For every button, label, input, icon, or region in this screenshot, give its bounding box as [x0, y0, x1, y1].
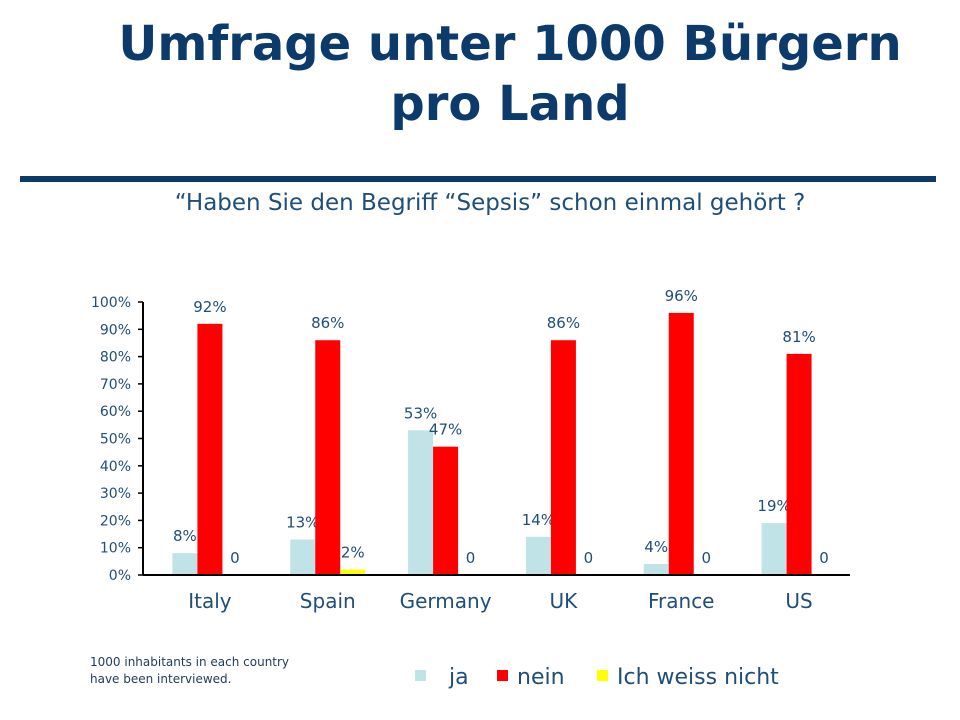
- data-label: 14%: [522, 511, 555, 529]
- bar-ja: [761, 523, 787, 574]
- data-label: 13%: [286, 514, 319, 532]
- footnote-line-1: 1000 inhabitants in each country: [90, 655, 290, 669]
- data-label: 8%: [173, 527, 197, 545]
- y-tick-label: 0%: [109, 568, 131, 584]
- bar-nein: [315, 340, 341, 574]
- y-tick-label: 30%: [100, 486, 131, 502]
- y-tick-label: 80%: [100, 350, 131, 366]
- data-label: 19%: [757, 497, 790, 515]
- y-tick-label: 100%: [91, 295, 131, 311]
- data-label: 4%: [644, 538, 668, 556]
- data-label: 47%: [429, 421, 462, 439]
- y-tick-label: 90%: [100, 322, 131, 338]
- bar-nein: [197, 323, 223, 574]
- footnote-line-2: have been interviewed.: [90, 672, 232, 686]
- data-label: 86%: [311, 314, 344, 332]
- data-label: 81%: [782, 328, 815, 346]
- bar-ja: [172, 553, 198, 574]
- page-title: Umfrage unter 1000 Bürgern pro Land: [60, 14, 960, 134]
- bar-ja: [525, 536, 551, 574]
- x-tick-label: Spain: [300, 589, 356, 613]
- title-divider: [20, 176, 936, 182]
- x-tick-label: US: [785, 589, 812, 613]
- footnote: 1000 inhabitants in each country have be…: [90, 654, 350, 688]
- title-line-2: pro Land: [390, 76, 630, 132]
- bar-ja: [643, 564, 669, 574]
- bar-nein: [668, 312, 694, 574]
- bar-nein: [786, 353, 812, 574]
- y-tick-label: 70%: [100, 377, 131, 393]
- bar-ja: [408, 430, 434, 574]
- data-label: 0: [466, 549, 476, 567]
- y-tick-label: 20%: [100, 513, 131, 529]
- title-line-1: Umfrage unter 1000 Bürgern: [118, 16, 902, 72]
- y-tick-label: 60%: [100, 404, 131, 420]
- bar-ich-weiss-nicht: [340, 569, 366, 574]
- data-label: 0: [819, 549, 829, 567]
- x-tick-label: France: [648, 589, 715, 613]
- data-label: 92%: [193, 298, 226, 316]
- y-tick-label: 40%: [100, 459, 131, 475]
- x-tick-label: Germany: [400, 589, 492, 613]
- x-tick-label: UK: [550, 589, 579, 613]
- y-tick-label: 10%: [100, 541, 131, 557]
- chart-subtitle: “Haben Sie den Begriff “Sepsis” schon ei…: [174, 190, 806, 216]
- bar-nein: [433, 446, 459, 574]
- data-label: 53%: [404, 404, 437, 422]
- data-label: 0: [701, 549, 711, 567]
- data-label: 2%: [341, 544, 365, 562]
- data-label: 0: [584, 549, 594, 567]
- data-label: 0: [230, 549, 240, 567]
- x-tick-label: Italy: [188, 589, 232, 613]
- bar-ja: [290, 539, 316, 574]
- data-label: 96%: [665, 287, 698, 305]
- data-label: 86%: [547, 314, 580, 332]
- y-tick-label: 50%: [100, 432, 131, 448]
- bar-nein: [550, 340, 576, 574]
